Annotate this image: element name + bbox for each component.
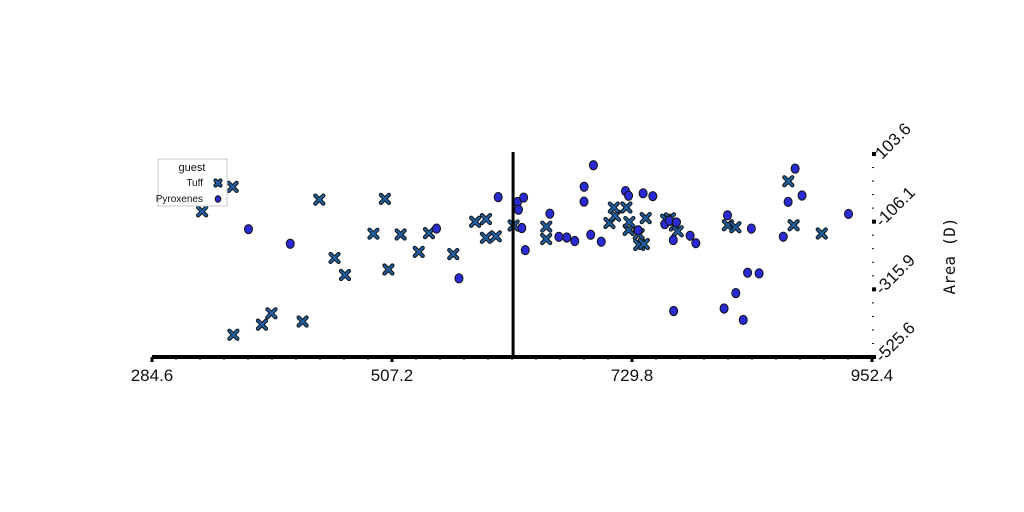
data-point-pyroxenes: [633, 225, 643, 236]
x-tick-label: 729.8: [611, 366, 654, 385]
data-point-tuff: [540, 220, 553, 233]
data-point-pyroxenes: [562, 232, 572, 243]
data-point-pyroxenes: [738, 314, 748, 326]
data-point-pyroxenes: [754, 268, 764, 279]
data-point-tuff: [367, 227, 380, 240]
data-point-pyroxenes: [783, 196, 793, 208]
data-point-tuff: [447, 248, 460, 261]
x-tick-label: 952.4: [851, 366, 894, 385]
x-tick-label: 284.6: [131, 366, 174, 385]
data-point-tuff: [815, 227, 828, 240]
data-point-pyroxenes: [586, 229, 596, 240]
data-point-pyroxenes: [664, 215, 674, 226]
legend-marker-pyroxenes-shape: [214, 195, 222, 203]
data-point-tuff: [637, 237, 650, 251]
data-point-pyroxenes: [519, 192, 529, 203]
data-point-pyroxenes: [454, 273, 464, 284]
data-point-tuff: [382, 263, 395, 276]
data-point-tuff: [196, 205, 209, 218]
data-point-tuff: [394, 228, 407, 241]
data-point-pyroxenes: [579, 196, 589, 207]
data-point-pyroxenes: [671, 217, 681, 228]
data-point-tuff: [412, 245, 425, 258]
data-point-pyroxenes: [570, 235, 580, 247]
plot-area: [196, 160, 853, 341]
data-point-pyroxenes: [668, 234, 678, 246]
data-point-tuff: [296, 315, 309, 328]
data-point-pyroxenes: [723, 210, 733, 221]
data-point-tuff: [313, 193, 326, 206]
x-tick-label: 507.2: [371, 366, 414, 385]
legend-title: guest: [179, 162, 206, 174]
data-point-tuff: [489, 230, 502, 243]
legend-marker-tuff-shape: [213, 178, 223, 188]
data-point-pyroxenes: [520, 245, 530, 256]
data-point-tuff: [226, 180, 239, 194]
y-tick-label: -315.9: [871, 251, 919, 299]
data-point-tuff: [623, 215, 636, 229]
data-point-pyroxenes: [243, 224, 253, 235]
data-point-pyroxenes: [596, 236, 606, 247]
data-point-tuff: [255, 318, 269, 331]
y-axis-label: Area (D): [940, 217, 959, 294]
data-point-pyroxenes: [719, 303, 729, 314]
data-point-pyroxenes: [797, 190, 807, 201]
data-point-pyroxenes: [579, 181, 589, 192]
data-point-tuff: [328, 251, 341, 265]
data-point-pyroxenes: [624, 190, 634, 201]
data-point-pyroxenes: [731, 288, 741, 299]
data-point-pyroxenes: [513, 204, 523, 215]
legend-marker-pyroxenes: [214, 195, 222, 203]
y-axis-ticks: 103.6 -106.1 -315.9 -525.6: [871, 119, 919, 366]
y-tick-mark: [872, 355, 876, 359]
y-tick-label: -106.1: [871, 183, 919, 231]
legend-marker-tuff: [213, 178, 223, 188]
data-point-pyroxenes: [638, 188, 648, 199]
x-axis-ticks: 284.6 507.2 729.8 952.4: [131, 357, 894, 385]
data-point-pyroxenes: [648, 191, 658, 202]
data-point-pyroxenes: [669, 305, 679, 317]
data-point-pyroxenes: [432, 223, 442, 234]
data-point-pyroxenes: [743, 267, 753, 278]
data-point-tuff: [639, 212, 652, 225]
data-point-tuff: [671, 225, 684, 238]
legend-entry-tuff: Tuff: [186, 178, 203, 189]
y-tick-label: -525.6: [871, 318, 919, 366]
data-point-tuff: [782, 175, 795, 188]
data-point-tuff: [469, 215, 482, 228]
data-point-pyroxenes: [285, 238, 295, 249]
data-point-pyroxenes: [545, 208, 555, 219]
data-point-tuff: [378, 192, 391, 205]
data-point-tuff: [422, 227, 436, 240]
data-point-pyroxenes: [493, 192, 503, 203]
data-point-pyroxenes: [517, 222, 527, 234]
data-point-pyroxenes: [554, 231, 564, 242]
data-point-pyroxenes: [746, 223, 756, 234]
data-point-tuff: [227, 328, 240, 341]
data-point-pyroxenes: [778, 231, 788, 242]
data-point-pyroxenes: [691, 238, 701, 249]
data-point-pyroxenes: [685, 230, 695, 241]
y-tick-mark: [872, 152, 876, 156]
data-point-tuff: [479, 231, 493, 244]
data-point-tuff: [620, 201, 633, 214]
y-tick-label: 103.6: [871, 119, 915, 163]
legend-entry-pyroxenes: Pyroxenes: [156, 194, 203, 205]
data-point-tuff: [540, 232, 553, 246]
data-point-pyroxenes: [790, 163, 800, 174]
data-point-tuff: [479, 212, 493, 226]
data-point-tuff: [787, 219, 800, 232]
data-point-tuff: [607, 201, 620, 214]
legend: guest Tuff Pyroxenes: [156, 158, 228, 207]
data-point-tuff: [729, 221, 742, 234]
data-point-pyroxenes: [588, 160, 598, 171]
data-point-tuff: [265, 307, 278, 320]
data-point-tuff: [338, 268, 352, 282]
data-point-pyroxenes: [843, 208, 853, 220]
